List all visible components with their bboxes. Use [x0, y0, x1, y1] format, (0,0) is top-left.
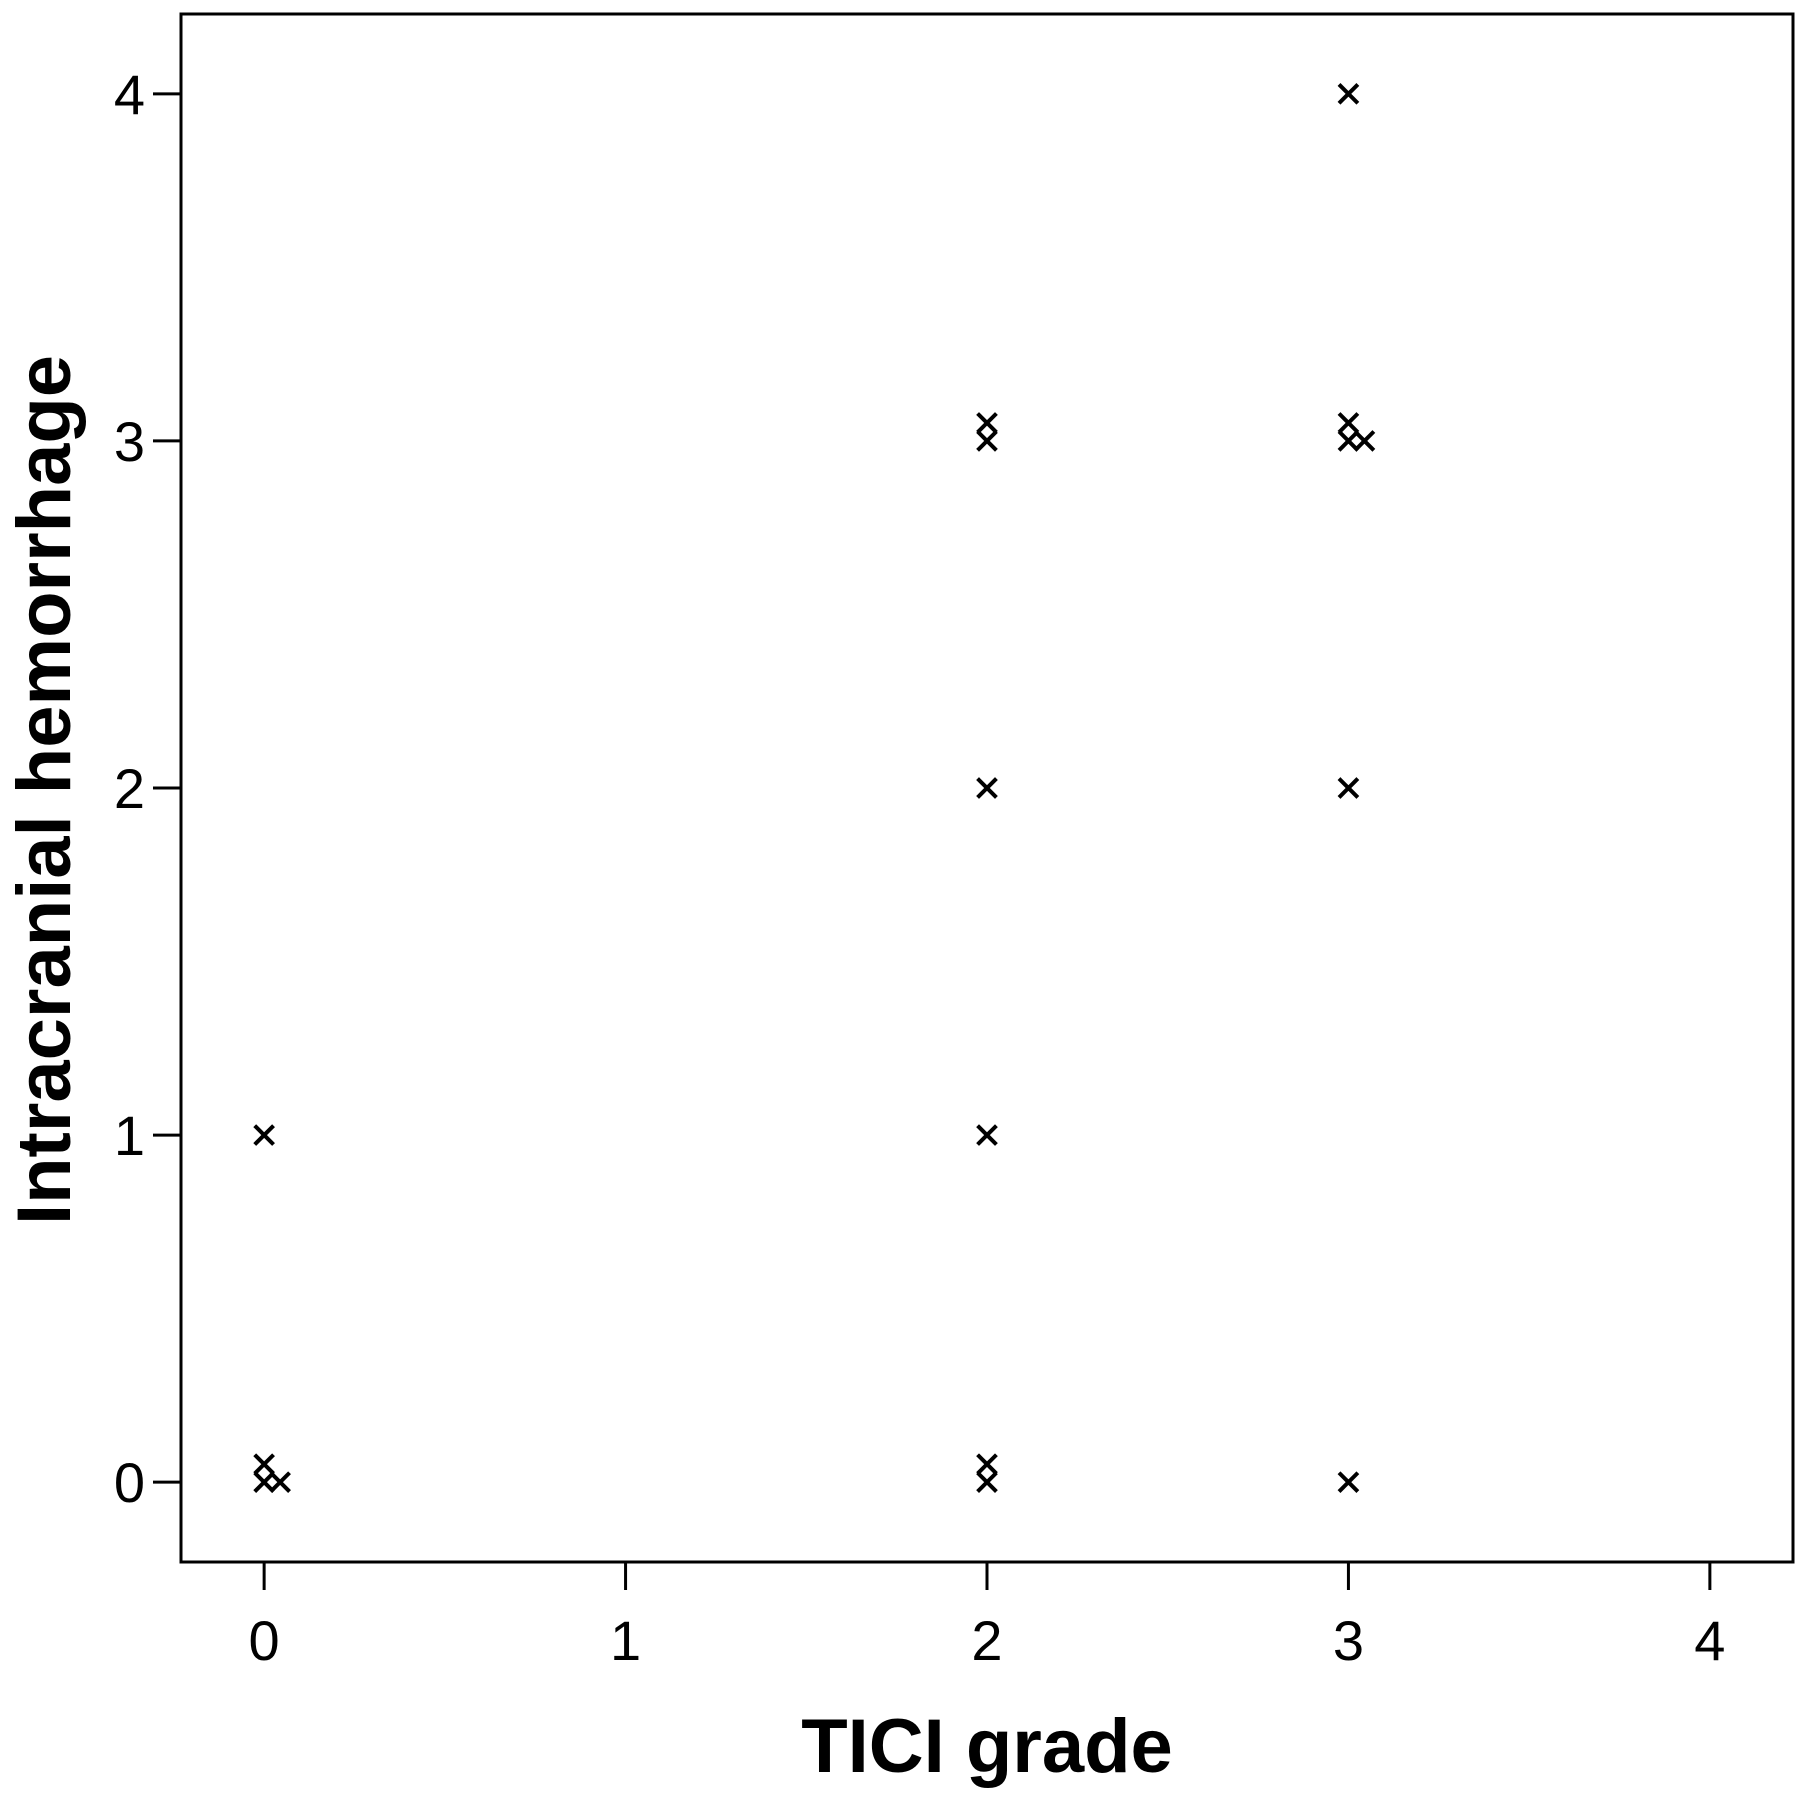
y-tick-label: 2	[114, 757, 145, 820]
x-tick-label: 4	[1694, 1609, 1725, 1672]
data-points	[253, 83, 1376, 1493]
y-axis: 0 1 2 3 4	[114, 63, 181, 1514]
data-point-marker	[1337, 83, 1360, 105]
x-tick-label: 3	[1333, 1609, 1364, 1672]
data-point-marker	[976, 1471, 998, 1493]
x-axis: 0 1 2 3 4	[249, 1562, 1725, 1672]
data-point-marker	[269, 1471, 291, 1493]
x-axis-title: TICI grade	[801, 1704, 1173, 1789]
x-tick-label: 2	[971, 1609, 1002, 1672]
data-point-marker	[1337, 412, 1360, 434]
data-point-marker	[253, 1453, 275, 1475]
x-tick-label: 0	[249, 1609, 280, 1672]
x-tick-label: 1	[610, 1609, 641, 1672]
y-tick-label: 4	[114, 63, 145, 126]
data-point-marker	[1337, 1471, 1360, 1493]
y-axis-title: Intracranial hemorrhage	[2, 355, 87, 1225]
data-point-marker	[976, 777, 998, 799]
y-tick-label: 3	[114, 410, 145, 473]
data-point-marker	[976, 1124, 998, 1146]
y-tick-label: 0	[114, 1451, 145, 1514]
data-point-marker	[976, 430, 998, 452]
data-point-marker	[1353, 430, 1376, 452]
data-point-marker	[1337, 430, 1360, 452]
data-point-marker	[253, 1124, 275, 1146]
data-point-marker	[976, 1453, 998, 1475]
data-point-marker	[253, 1471, 275, 1493]
data-point-marker	[1337, 777, 1360, 799]
y-tick-label: 1	[114, 1104, 145, 1167]
data-point-marker	[976, 412, 998, 434]
